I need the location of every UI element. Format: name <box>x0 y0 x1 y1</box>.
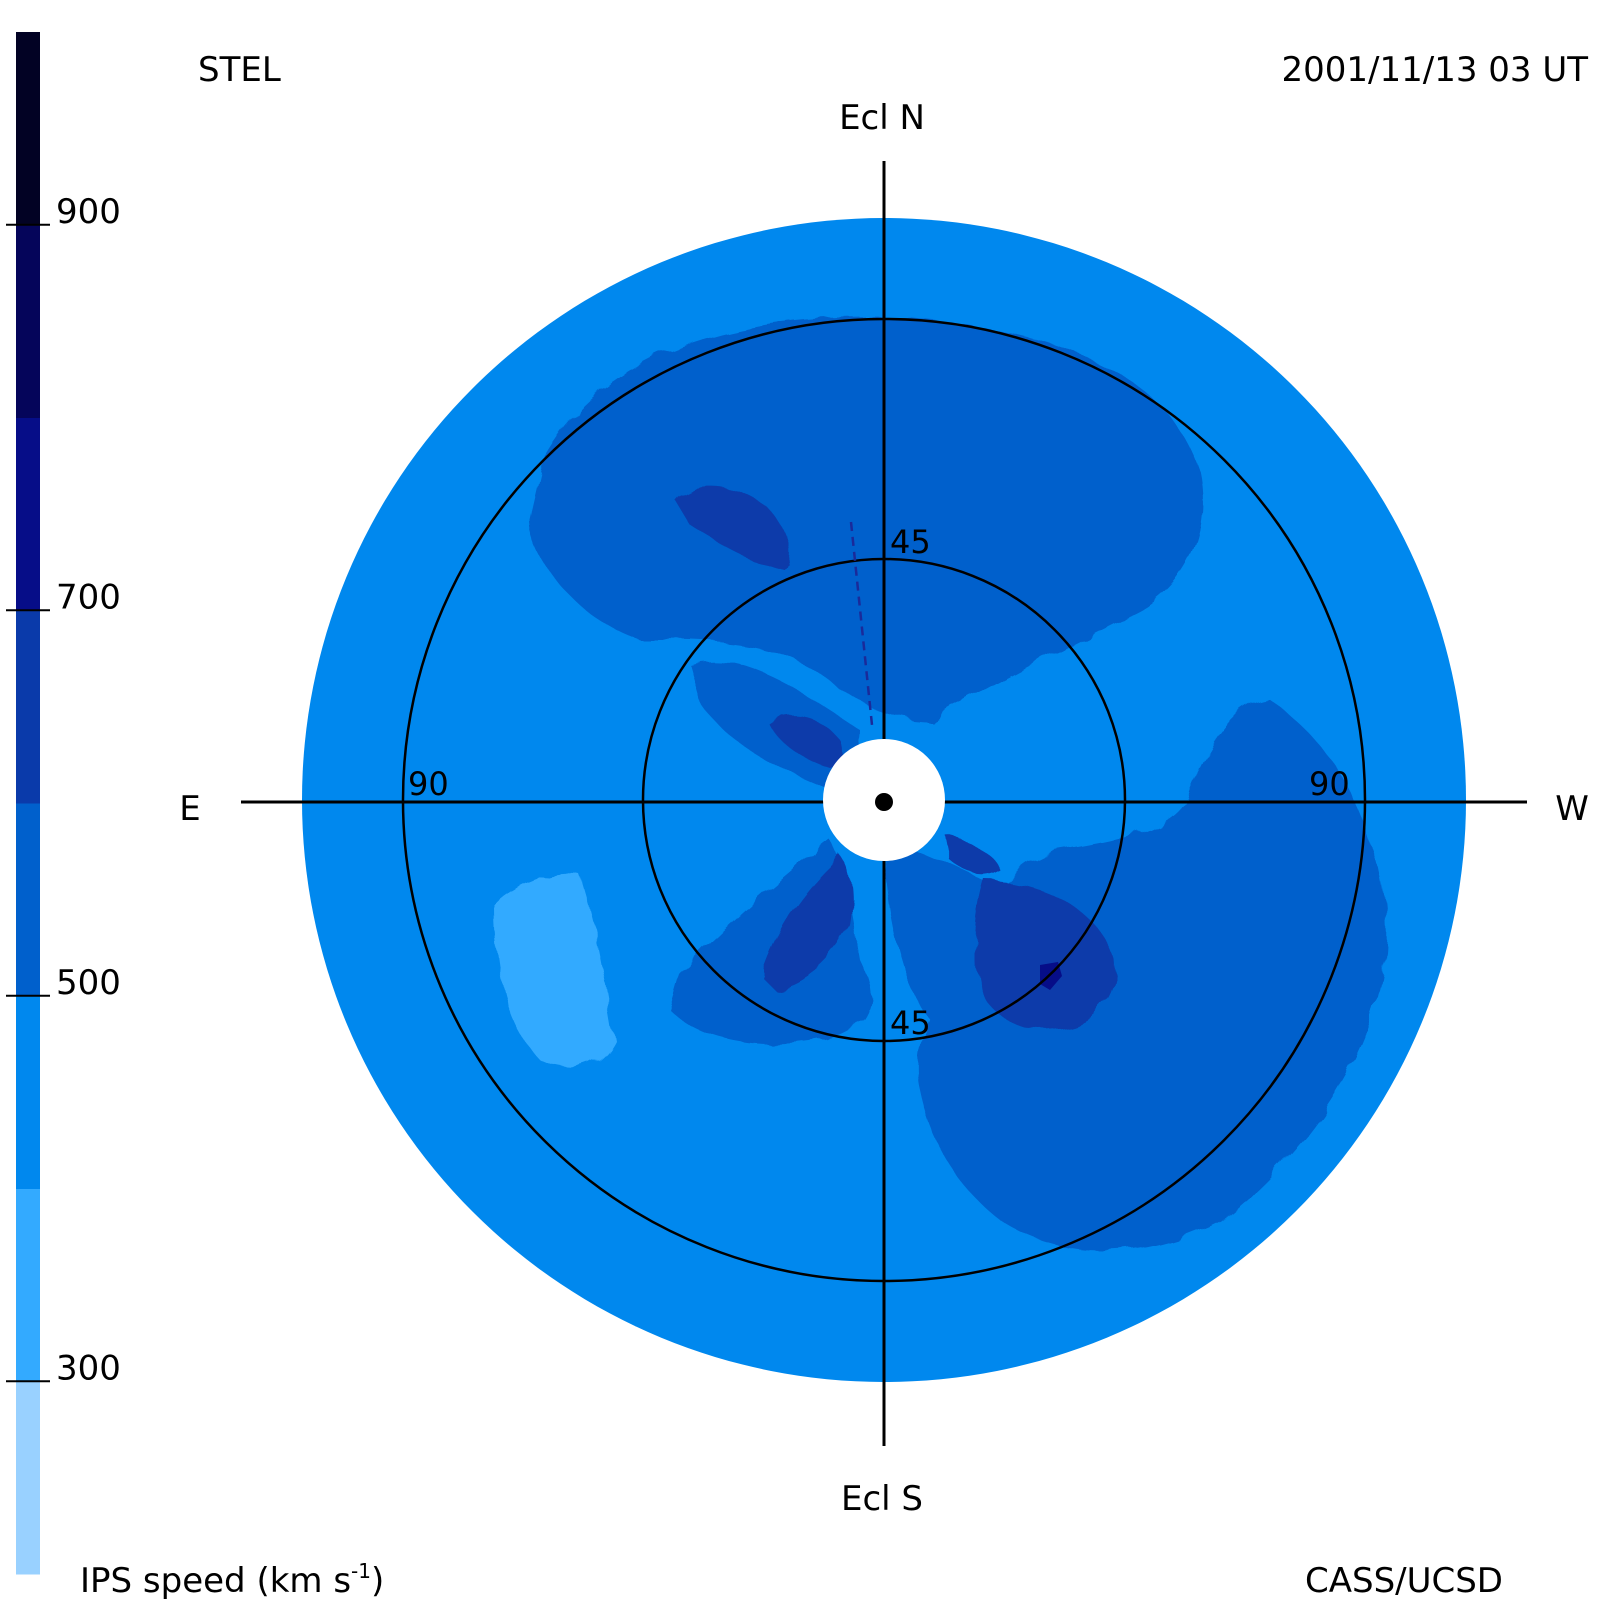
colorbar-tick-label-0: 300 <box>56 1348 121 1388</box>
colorbar-band-3 <box>16 803 40 997</box>
direction-label-north: Ecl N <box>839 98 925 138</box>
elongation-label-90-east: 90 <box>408 765 449 803</box>
direction-label-east: E <box>179 789 200 829</box>
region-south-east-fast-ray <box>760 855 853 990</box>
direction-label-west: W <box>1555 789 1589 829</box>
sky-disc <box>241 161 1527 1446</box>
region-south-west-fast-spot <box>975 880 1116 1030</box>
colorbar-band-6 <box>16 224 40 418</box>
colorbar-band-0 <box>16 1381 40 1575</box>
colorbar-band-5 <box>16 417 40 611</box>
colorbar-tick-label-2: 700 <box>56 577 121 617</box>
region-south-slow-ray <box>885 840 1010 1020</box>
direction-label-south: Ecl S <box>841 1479 923 1519</box>
source-label: STEL <box>198 50 281 90</box>
region-north-east-fast-spot <box>675 485 790 570</box>
region-south-west-fast-center <box>945 835 1000 876</box>
sun-center-dot <box>875 793 893 811</box>
region-east-slow-patch <box>495 873 615 1069</box>
region-near-sun-fast-spot <box>770 716 842 768</box>
region-northern-slow-arc <box>530 317 1204 720</box>
colorbar-title: IPS speed (km s-1) <box>80 1559 384 1600</box>
elongation-label-45-south: 45 <box>890 1004 931 1042</box>
colorbar-band-2 <box>16 995 40 1189</box>
colorbar-tick-label-1: 500 <box>56 963 121 1003</box>
colorbar-tick-label-3: 900 <box>56 192 121 232</box>
elongation-label-45-north: 45 <box>890 523 931 561</box>
timestamp-label: 2001/11/13 03 UT <box>1282 50 1589 90</box>
colorbar-band-1 <box>16 1188 40 1382</box>
dashed-direction-line <box>849 521 874 726</box>
region-west-slow-region <box>917 700 1386 1250</box>
credit-label: CASS/UCSD <box>1305 1561 1503 1600</box>
colorbar-band-4 <box>16 610 40 804</box>
speed-regions <box>495 317 1386 1250</box>
colorbar-ticks: 300 500 700 900 <box>6 192 121 1388</box>
colorbar <box>16 32 40 1575</box>
colorbar-band-7 <box>16 32 40 226</box>
elongation-label-90-west: 90 <box>1309 765 1350 803</box>
